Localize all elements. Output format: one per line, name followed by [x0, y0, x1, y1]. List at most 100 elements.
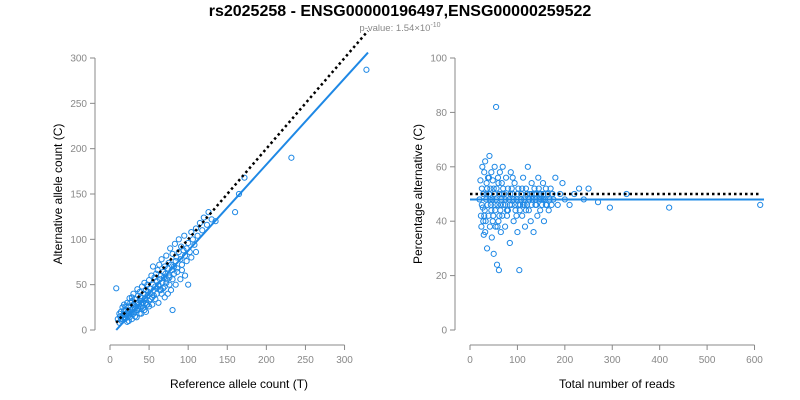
data-point — [492, 103, 500, 111]
x-axis-left: 0 50 100 150 200 250 300 Reference allele count… — [107, 344, 353, 391]
y-tick-label: 0 — [81, 326, 87, 337]
panel-left: 0 50 100 150 200 250 300 Reference allele count… — [51, 29, 370, 391]
data-point — [152, 296, 159, 303]
data-point — [491, 201, 498, 208]
data-point — [171, 270, 178, 277]
data-point — [122, 303, 129, 310]
data-point — [516, 267, 523, 274]
data-point — [113, 285, 120, 292]
y-tick-label: 100 — [70, 235, 87, 246]
x-tick-label: 50 — [144, 355, 156, 366]
y-tick-label: 40 — [436, 217, 448, 228]
points-left — [113, 66, 370, 326]
data-point — [757, 201, 764, 208]
y-axis-right: 0 20 40 60 80 100 Percentage alternative (C) — [411, 54, 456, 337]
data-point — [142, 299, 150, 306]
data-point — [241, 174, 248, 181]
data-point — [480, 218, 487, 225]
reference-line — [115, 29, 369, 324]
data-point — [128, 294, 135, 301]
data-point — [149, 301, 156, 308]
data-point — [166, 281, 173, 288]
p-value-text: p-value: 1.54×10 — [359, 23, 431, 35]
data-point — [488, 207, 495, 214]
data-point — [145, 303, 153, 310]
chart-subtitle: p-value: 1.54×10-10 — [0, 22, 800, 34]
data-point — [181, 272, 189, 279]
data-point — [485, 174, 493, 181]
data-point — [171, 240, 178, 247]
p-value-exponent: -10 — [430, 22, 441, 29]
data-point — [116, 310, 123, 317]
data-point — [516, 207, 523, 214]
data-point — [575, 185, 583, 192]
data-point — [501, 223, 509, 230]
data-point — [513, 212, 520, 219]
data-point — [199, 227, 206, 234]
data-point — [522, 207, 530, 214]
data-point — [496, 212, 503, 219]
data-point — [492, 223, 499, 230]
data-point — [160, 285, 167, 292]
data-point — [171, 263, 178, 270]
data-point — [139, 305, 146, 312]
data-point — [500, 201, 507, 208]
data-point — [491, 163, 498, 170]
data-point — [154, 267, 161, 274]
data-point — [169, 276, 176, 283]
data-point — [494, 174, 502, 181]
data-point — [167, 245, 174, 252]
y-tick-label: 100 — [430, 54, 447, 65]
data-point — [142, 308, 150, 315]
fit-line — [115, 51, 369, 331]
data-point — [488, 234, 495, 241]
data-point — [488, 169, 495, 176]
data-point — [537, 207, 544, 214]
data-point — [161, 294, 168, 301]
y-tick-label: 250 — [70, 99, 87, 110]
data-point — [483, 180, 490, 187]
x-tick-label: 200 — [556, 355, 573, 366]
data-point — [138, 299, 145, 306]
data-point — [666, 204, 673, 211]
data-point — [481, 169, 488, 176]
data-point — [585, 185, 592, 192]
y-tick-label: 50 — [76, 280, 88, 291]
data-point — [514, 228, 521, 236]
data-point — [497, 201, 504, 208]
data-point — [177, 276, 184, 283]
data-point — [490, 185, 497, 192]
y-tick-label: 0 — [441, 326, 447, 337]
data-point — [521, 223, 529, 230]
data-point — [606, 204, 613, 211]
y-tick-label: 20 — [436, 271, 448, 282]
data-point — [288, 154, 295, 161]
data-point — [542, 201, 549, 208]
x-tick-label: 0 — [107, 355, 113, 366]
data-point — [156, 287, 164, 294]
y-tick-label: 60 — [436, 162, 448, 173]
data-point — [150, 292, 157, 299]
y-tick-label: 300 — [70, 54, 87, 65]
points-right — [476, 103, 764, 274]
data-point — [483, 185, 491, 192]
data-point — [508, 201, 515, 208]
data-point — [212, 218, 219, 225]
data-point — [163, 279, 170, 286]
x-tick-label: 200 — [258, 355, 275, 366]
chart-title: rs2025258 - ENSG00000196497,ENSG00000259… — [208, 3, 592, 20]
y-axis-label: Alternative allele count (C) — [51, 124, 65, 265]
y-tick-label: 150 — [70, 190, 87, 201]
data-point — [231, 209, 239, 216]
data-point — [183, 257, 190, 265]
x-tick-label: 100 — [180, 355, 197, 366]
data-point — [506, 201, 513, 208]
data-point — [486, 223, 494, 230]
data-point — [163, 252, 170, 259]
x-tick-label: 400 — [651, 355, 668, 366]
data-point — [194, 232, 201, 239]
data-point — [525, 207, 532, 214]
y-axis-left: 0 50 100 150 200 250 300 Alternative allele cou… — [51, 54, 96, 337]
data-point — [158, 256, 165, 263]
